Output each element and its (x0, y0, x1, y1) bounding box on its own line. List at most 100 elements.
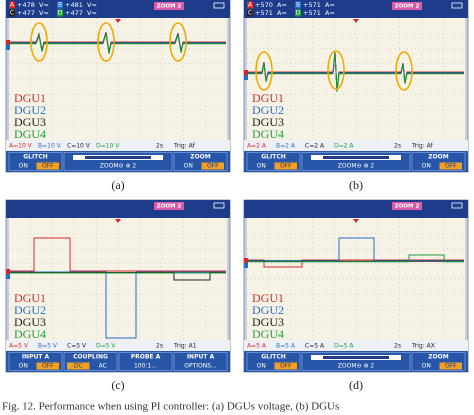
channel-letter: C (10, 10, 14, 17)
legend-entry: DGU4 (252, 327, 284, 341)
softkey (63, 152, 173, 171)
legend-entry: DGU3 (14, 315, 46, 329)
channel-letter: D (58, 10, 63, 17)
battery-icon (213, 2, 225, 9)
reading-unit: V= (87, 9, 97, 17)
channel-badge (295, 1, 301, 9)
softkey-label: ZOOM⊖ ⊕ 2 (100, 163, 137, 170)
zoom-badge (392, 2, 422, 10)
channel-marker (6, 269, 10, 274)
channel-letter: B (296, 2, 300, 9)
trigger-marker (353, 19, 359, 23)
reading-value: +571 (303, 1, 321, 9)
softkey-label: INPUT A (22, 354, 50, 361)
softkey-option: OFF (207, 163, 219, 170)
softkey (173, 352, 228, 371)
softkey-option: ON (19, 363, 28, 370)
waveform (248, 259, 464, 268)
softkey (118, 352, 173, 371)
zoom-label: ZOOM 2 (395, 204, 420, 210)
battery-icon (451, 202, 463, 209)
waveform (248, 254, 464, 263)
scale-label: D=5 V (96, 343, 116, 350)
waveform (248, 53, 464, 92)
reading-unit: A= (277, 9, 287, 17)
timebase-label: 2s (394, 143, 401, 150)
softkey-option: OFF (42, 363, 54, 370)
softkey (301, 152, 411, 171)
timebase-label: 2s (394, 343, 401, 350)
panel-caption: (d) (349, 378, 363, 392)
option-selected (67, 362, 90, 370)
legend-entry: DGU3 (252, 315, 284, 329)
highlight-ring (327, 50, 345, 90)
option-selected (36, 162, 59, 170)
legend-entry: DGU4 (14, 327, 46, 341)
option-selected (439, 362, 462, 370)
zoom-badge (154, 2, 184, 10)
scale-label: C=5 A (305, 343, 325, 350)
softkey-option: OFF (42, 163, 54, 170)
channel-badge (9, 1, 15, 9)
legend-entry: DGU4 (14, 127, 46, 141)
trigger-label: Trig: Af (411, 143, 434, 150)
softkey (301, 352, 411, 371)
reading-unit: A= (277, 1, 287, 9)
softkey (411, 152, 466, 171)
scale-label: D=10 V (96, 143, 120, 150)
softkey-option: ON (257, 363, 266, 370)
softkey-option: ON (422, 163, 431, 170)
softkey-option: OFF (445, 163, 457, 170)
waveform (10, 33, 226, 54)
scale-label: B=2 A (276, 143, 296, 150)
legend-entry: DGU3 (14, 115, 46, 129)
legend-entry: DGU1 (14, 91, 46, 105)
timebase-label: 2s (156, 143, 163, 150)
legend-entry: DGU2 (252, 103, 284, 117)
scope-panel: A +478 V= B +481 V=C +477 V= D +477 V=ZOOM 2DGU1DG… (5, 0, 231, 173)
softkey (8, 352, 63, 371)
softkey (63, 352, 118, 371)
softkey (173, 152, 228, 171)
reading-value: +481 (65, 1, 83, 9)
channel-letter: A (10, 2, 15, 9)
highlight-ring (97, 22, 115, 62)
zoom-label: ZOOM 2 (395, 4, 420, 10)
legend-entry: DGU1 (252, 91, 284, 105)
softkey-label: INPUT A (187, 354, 215, 361)
scale-bar (6, 340, 230, 351)
option-selected (274, 162, 297, 170)
timebase-label: 2s (156, 343, 163, 350)
scale-bar (244, 340, 468, 351)
zoom-label: ZOOM 2 (157, 4, 182, 10)
zoom-slider-thumb (323, 156, 389, 159)
option-selected (36, 362, 59, 370)
scale-label: A=10 V (9, 143, 33, 150)
trigger-label: Trig: A1 (173, 343, 197, 350)
softkey-option: ON (422, 363, 431, 370)
scale-label: C=10 V (67, 143, 91, 150)
scale-label: A=2 A (247, 143, 267, 150)
reading-value: +478 (17, 1, 35, 9)
channel-letter: B (58, 2, 62, 9)
reading-value: +570 (255, 1, 273, 9)
reading-value: +571 (303, 9, 321, 17)
softkey-label: ZOOM⊖ ⊕ 2 (338, 163, 375, 170)
reading-unit: A= (325, 9, 335, 17)
waveform (248, 237, 464, 262)
reading-value: +571 (255, 9, 273, 17)
softkey-option: ON (19, 163, 28, 170)
zoom-slider-thumb (85, 156, 151, 159)
softkey-label: GLITCH (261, 354, 286, 361)
softkey-label: GLITCH (23, 154, 48, 161)
scope-panel: A +570 A= B +571 A=C +571 A= D +571 A=ZOOM 2DGU1DG… (243, 0, 469, 173)
reading-value: +477 (17, 9, 35, 17)
zoom-slider-thumb (323, 356, 389, 359)
trigger-label: Trig: AX (411, 343, 435, 350)
trigger-label: Trig: Af (173, 143, 196, 150)
waveform (10, 237, 226, 272)
softkey-option: OPTIONS... (184, 363, 217, 370)
softkey-option: OFF (280, 163, 292, 170)
